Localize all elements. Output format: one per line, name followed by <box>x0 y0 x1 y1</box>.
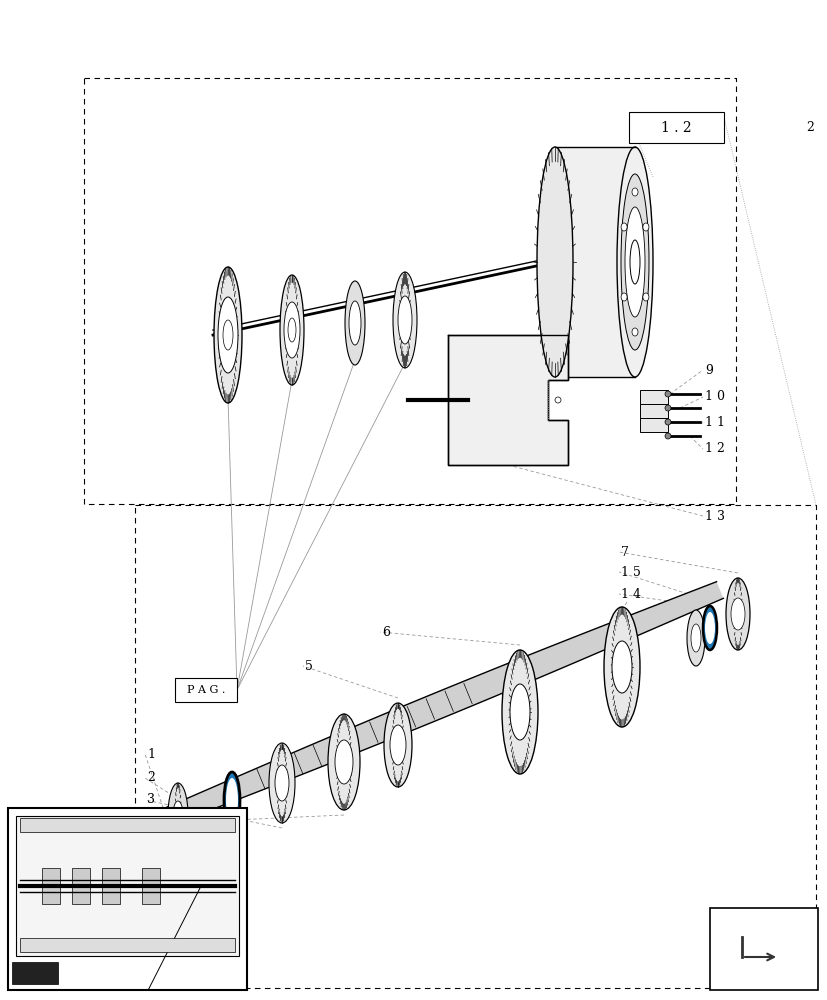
Text: 8: 8 <box>620 609 629 622</box>
Ellipse shape <box>620 293 626 301</box>
Bar <box>42 868 60 904</box>
Bar <box>639 418 667 432</box>
Ellipse shape <box>664 391 670 397</box>
Bar <box>174 678 237 702</box>
Bar <box>629 112 723 143</box>
Ellipse shape <box>725 578 749 650</box>
Ellipse shape <box>224 772 240 828</box>
Ellipse shape <box>173 801 183 829</box>
Polygon shape <box>447 335 567 465</box>
Text: 1 2: 1 2 <box>704 442 724 456</box>
Ellipse shape <box>603 607 639 727</box>
Ellipse shape <box>631 328 638 336</box>
Bar <box>141 868 160 904</box>
Text: 5: 5 <box>304 660 313 672</box>
Ellipse shape <box>537 147 572 377</box>
Ellipse shape <box>664 405 670 411</box>
Bar <box>12 962 58 984</box>
Ellipse shape <box>686 610 704 666</box>
Text: 1 . 2: 1 . 2 <box>661 121 691 135</box>
Ellipse shape <box>218 297 237 373</box>
Text: 1 5: 1 5 <box>620 566 640 578</box>
Ellipse shape <box>691 624 700 652</box>
Text: 1 3: 1 3 <box>704 510 724 522</box>
Bar <box>102 868 120 904</box>
Bar <box>639 390 667 404</box>
Ellipse shape <box>348 301 361 345</box>
Bar <box>8 808 246 990</box>
Ellipse shape <box>288 318 295 342</box>
Text: 2: 2 <box>147 771 155 784</box>
Text: 1 4: 1 4 <box>620 587 640 600</box>
Ellipse shape <box>702 606 716 650</box>
Ellipse shape <box>284 302 299 358</box>
Text: 1 0: 1 0 <box>704 390 724 403</box>
Ellipse shape <box>384 703 412 787</box>
Ellipse shape <box>393 272 417 368</box>
Ellipse shape <box>554 397 561 403</box>
Ellipse shape <box>611 641 631 693</box>
Text: 1 1: 1 1 <box>704 416 724 430</box>
Text: P A G .: P A G . <box>187 685 225 695</box>
Ellipse shape <box>664 419 670 425</box>
Bar <box>554 147 634 377</box>
Ellipse shape <box>168 783 188 847</box>
Ellipse shape <box>664 433 670 439</box>
Ellipse shape <box>335 740 352 784</box>
Bar <box>72 868 90 904</box>
Ellipse shape <box>620 174 648 350</box>
Bar <box>16 816 239 956</box>
Ellipse shape <box>213 267 241 403</box>
Ellipse shape <box>327 714 360 810</box>
Bar <box>639 404 667 418</box>
Ellipse shape <box>275 765 289 801</box>
Text: 2: 2 <box>805 121 813 134</box>
Text: 9: 9 <box>704 363 712 376</box>
Ellipse shape <box>509 684 529 740</box>
Ellipse shape <box>280 275 304 385</box>
Ellipse shape <box>704 612 715 644</box>
Polygon shape <box>156 582 723 828</box>
Text: 3: 3 <box>147 793 155 806</box>
Ellipse shape <box>730 598 744 630</box>
Ellipse shape <box>631 188 638 196</box>
Ellipse shape <box>620 223 626 231</box>
Bar <box>20 818 235 832</box>
Ellipse shape <box>624 207 644 317</box>
Ellipse shape <box>390 725 405 765</box>
Text: 6: 6 <box>381 626 390 639</box>
Bar <box>20 938 235 952</box>
Ellipse shape <box>226 778 237 822</box>
Ellipse shape <box>222 320 232 350</box>
Bar <box>709 908 817 990</box>
Text: 7: 7 <box>620 546 629 558</box>
Ellipse shape <box>642 223 648 231</box>
Ellipse shape <box>642 293 648 301</box>
Ellipse shape <box>501 650 538 774</box>
Ellipse shape <box>616 147 653 377</box>
Ellipse shape <box>345 281 365 365</box>
Text: 1: 1 <box>147 748 155 760</box>
Ellipse shape <box>269 743 294 823</box>
Ellipse shape <box>398 296 412 344</box>
Text: 4: 4 <box>147 817 155 830</box>
Ellipse shape <box>629 240 639 284</box>
